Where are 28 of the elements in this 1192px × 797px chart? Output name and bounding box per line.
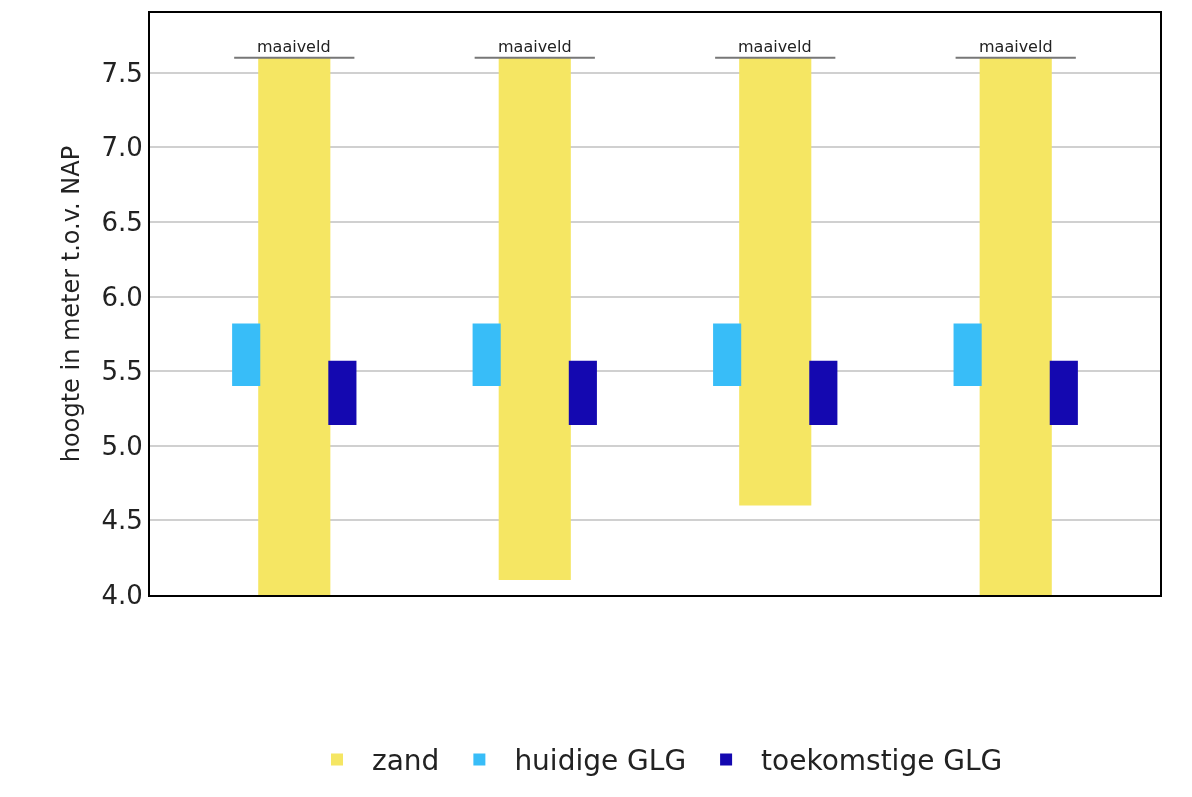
text: maaiveld bbox=[738, 37, 812, 56]
legend-label: huidige GLG bbox=[514, 744, 687, 778]
bar bbox=[568, 360, 597, 425]
text: maaiveld bbox=[498, 37, 572, 56]
text: maaiveld bbox=[979, 37, 1053, 56]
legend-label: toekomstige GLG bbox=[761, 744, 1003, 778]
y-tick-label: 6.5 bbox=[101, 207, 143, 238]
bar bbox=[979, 57, 1052, 595]
bar bbox=[809, 360, 838, 425]
y-tick-label: 4.5 bbox=[101, 505, 143, 536]
y-tick-label: 5.0 bbox=[101, 430, 143, 461]
bar bbox=[1049, 360, 1078, 425]
y-tick-label: 5.5 bbox=[101, 356, 143, 387]
bar bbox=[498, 57, 571, 581]
bar bbox=[739, 57, 812, 506]
legend-label: zand bbox=[372, 744, 440, 778]
bar bbox=[713, 323, 742, 387]
y-tick-label: 7.5 bbox=[101, 57, 143, 88]
ref-line-label: maaiveld bbox=[257, 37, 331, 56]
y-tick-label: 7.0 bbox=[101, 132, 143, 163]
y-axis-title: hoogte in meter t.o.v. NAP bbox=[57, 145, 86, 463]
bar bbox=[328, 360, 357, 425]
bar bbox=[953, 323, 982, 387]
bar bbox=[472, 323, 501, 387]
y-tick-label: 6.0 bbox=[101, 281, 143, 312]
y-tick-label: 4.0 bbox=[101, 580, 143, 611]
bar bbox=[232, 323, 261, 387]
bar bbox=[258, 57, 331, 595]
